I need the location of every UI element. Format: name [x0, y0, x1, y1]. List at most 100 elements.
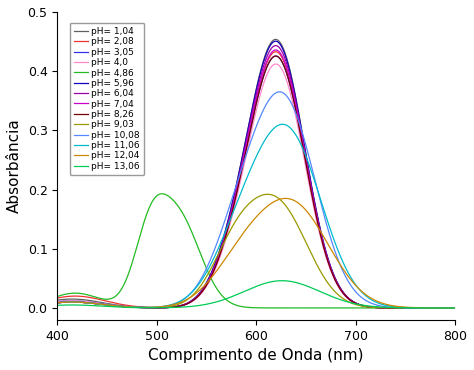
- pH= 13,06: [279, 279, 285, 283]
- pH= 2,08: [189, 299, 194, 304]
- pH= 2,08: [452, 306, 458, 310]
- Line: pH= 4,86: pH= 4,86: [57, 194, 455, 308]
- pH= 3,05: [227, 219, 233, 224]
- pH= 8,26: [107, 303, 113, 307]
- pH= 6,04: [452, 306, 458, 310]
- pH= 3,05: [273, 54, 279, 58]
- pH= 8,26: [189, 299, 194, 304]
- pH= 6,04: [272, 44, 277, 48]
- Line: pH= 9,03: pH= 9,03: [57, 194, 455, 308]
- pH= 7,04: [121, 305, 127, 309]
- pH= 10,08: [452, 306, 458, 310]
- pH= 4,86: [452, 306, 458, 310]
- pH= 2,08: [107, 300, 113, 304]
- pH= 10,08: [189, 290, 194, 295]
- pH= 10,08: [55, 300, 60, 305]
- pH= 6,04: [273, 43, 278, 48]
- pH= 4,86: [121, 282, 127, 286]
- pH= 6,04: [55, 300, 60, 305]
- pH= 8,26: [121, 305, 127, 309]
- pH= 4,86: [159, 192, 165, 196]
- pH= 3,05: [452, 306, 458, 310]
- pH= 5,96: [264, 52, 269, 56]
- pH= 4,0: [227, 223, 233, 227]
- pH= 12,04: [283, 196, 288, 201]
- pH= 3,05: [121, 304, 127, 309]
- pH= 11,06: [107, 303, 113, 307]
- pH= 3,05: [189, 299, 194, 304]
- pH= 9,03: [121, 305, 127, 309]
- Line: pH= 3,05: pH= 3,05: [57, 56, 455, 308]
- Line: pH= 4,0: pH= 4,0: [57, 64, 455, 308]
- pH= 4,0: [264, 74, 269, 78]
- pH= 2,08: [55, 296, 60, 300]
- pH= 11,06: [189, 291, 194, 295]
- pH= 11,06: [55, 300, 60, 305]
- X-axis label: Comprimento de Onda (nm): Comprimento de Onda (nm): [148, 348, 364, 363]
- pH= 5,96: [189, 299, 194, 303]
- pH= 12,04: [227, 250, 233, 255]
- Line: pH= 1,04: pH= 1,04: [57, 39, 455, 308]
- Y-axis label: Absorbância: Absorbância: [7, 118, 22, 213]
- pH= 6,04: [189, 299, 194, 303]
- Line: pH= 6,04: pH= 6,04: [57, 46, 455, 308]
- pH= 2,08: [227, 217, 233, 222]
- pH= 1,04: [273, 37, 278, 41]
- pH= 2,08: [273, 50, 278, 54]
- pH= 13,06: [189, 304, 194, 309]
- pH= 6,04: [227, 215, 233, 219]
- pH= 11,06: [227, 219, 233, 223]
- pH= 4,86: [189, 229, 194, 234]
- pH= 2,08: [272, 50, 277, 54]
- pH= 9,03: [452, 306, 458, 310]
- pH= 8,26: [227, 219, 233, 224]
- pH= 1,04: [264, 50, 269, 54]
- pH= 12,04: [189, 295, 194, 299]
- pH= 10,08: [272, 91, 277, 96]
- pH= 7,04: [264, 60, 269, 65]
- pH= 11,06: [264, 136, 269, 140]
- Line: pH= 13,06: pH= 13,06: [57, 281, 455, 308]
- pH= 2,08: [264, 62, 269, 67]
- pH= 9,03: [264, 192, 269, 196]
- pH= 13,06: [55, 303, 60, 307]
- pH= 9,03: [265, 192, 271, 196]
- pH= 1,04: [452, 306, 458, 310]
- pH= 10,08: [264, 102, 269, 107]
- pH= 11,06: [121, 305, 127, 309]
- pH= 4,0: [121, 304, 127, 309]
- pH= 13,06: [121, 305, 127, 310]
- pH= 13,06: [227, 295, 233, 300]
- pH= 1,04: [272, 37, 277, 42]
- Legend: pH= 1,04, pH= 2,08, pH= 3,05, pH= 4,0, pH= 4,86, pH= 5,96, pH= 6,04, pH= 7,04, p: pH= 1,04, pH= 2,08, pH= 3,05, pH= 4,0, p…: [70, 23, 145, 175]
- pH= 12,04: [452, 306, 458, 310]
- pH= 2,08: [121, 303, 127, 307]
- pH= 3,05: [272, 54, 277, 58]
- pH= 5,96: [121, 305, 127, 309]
- pH= 11,06: [272, 125, 277, 130]
- pH= 10,08: [227, 204, 233, 208]
- pH= 3,05: [107, 303, 113, 307]
- pH= 12,04: [121, 305, 127, 309]
- pH= 13,06: [264, 281, 269, 285]
- pH= 8,26: [55, 300, 60, 305]
- pH= 13,06: [107, 305, 113, 309]
- pH= 10,08: [121, 305, 127, 309]
- pH= 3,05: [55, 299, 60, 304]
- pH= 3,05: [264, 66, 269, 71]
- pH= 12,04: [55, 300, 60, 305]
- pH= 5,96: [107, 303, 113, 307]
- pH= 7,04: [452, 306, 458, 310]
- pH= 9,03: [227, 229, 233, 233]
- pH= 9,03: [107, 303, 113, 307]
- pH= 9,03: [189, 294, 194, 299]
- pH= 4,86: [272, 306, 278, 310]
- pH= 7,04: [107, 303, 113, 307]
- pH= 4,0: [273, 62, 279, 66]
- pH= 5,96: [452, 306, 458, 310]
- pH= 11,06: [280, 122, 285, 127]
- pH= 12,04: [272, 199, 277, 204]
- pH= 5,96: [273, 39, 278, 43]
- pH= 7,04: [273, 48, 279, 52]
- pH= 4,0: [107, 303, 113, 307]
